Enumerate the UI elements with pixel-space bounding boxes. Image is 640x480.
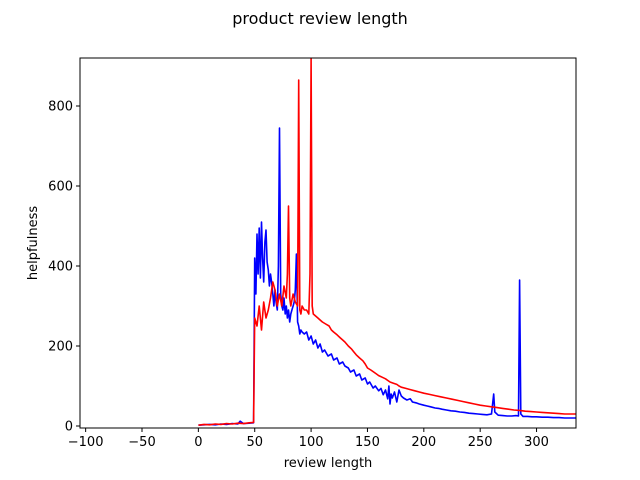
chart-title: product review length xyxy=(232,9,408,28)
y-tick-label: 400 xyxy=(48,260,73,275)
y-tick-label: 0 xyxy=(65,420,73,435)
x-tick-label: 0 xyxy=(194,435,202,450)
x-tick-label: −50 xyxy=(128,435,155,450)
x-tick-label: 50 xyxy=(246,435,263,450)
y-tick-label: 800 xyxy=(48,100,73,115)
x-axis-label: review length xyxy=(284,456,373,471)
plot-lines xyxy=(198,58,576,426)
x-tick-label: 200 xyxy=(411,435,436,450)
y-tick-label: 600 xyxy=(48,180,73,195)
x-tick-label: 300 xyxy=(524,435,549,450)
x-tick-label: 100 xyxy=(299,435,324,450)
y-axis-ticks: 0 200 400 600 800 xyxy=(48,100,80,435)
x-tick-label: −100 xyxy=(68,435,104,450)
x-tick-label: 150 xyxy=(355,435,380,450)
x-tick-label: 250 xyxy=(468,435,493,450)
y-axis-label: helpfulness xyxy=(26,206,41,281)
series-line-1 xyxy=(198,127,576,426)
y-tick-label: 200 xyxy=(48,340,73,355)
series-line-2 xyxy=(198,58,576,426)
plot-frame xyxy=(79,57,577,429)
x-axis-ticks: −100 −50 0 50 100 150 200 250 300 xyxy=(68,428,549,450)
